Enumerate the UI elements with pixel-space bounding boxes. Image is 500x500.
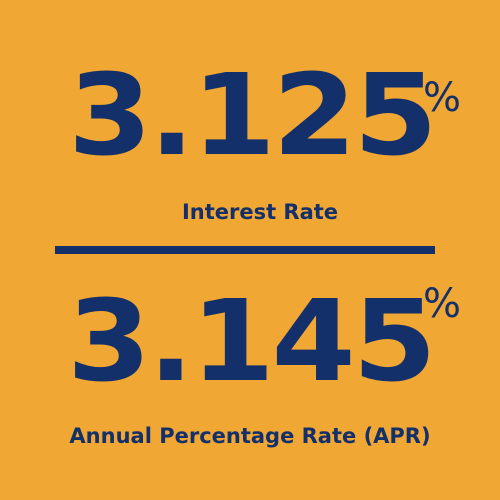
- interest-rate-percent-sign: %: [423, 75, 462, 121]
- apr-label: Annual Percentage Rate (APR): [69, 424, 431, 448]
- interest-rate-value: 3.125: [68, 51, 438, 181]
- interest-rate-block: 3.125 %: [0, 51, 500, 181]
- apr-percent-sign: %: [423, 281, 462, 327]
- apr-value: 3.145: [67, 277, 437, 407]
- divider: [55, 246, 435, 254]
- interest-rate-label: Interest Rate: [181, 200, 339, 224]
- apr-block: 3.145 %: [0, 284, 500, 400]
